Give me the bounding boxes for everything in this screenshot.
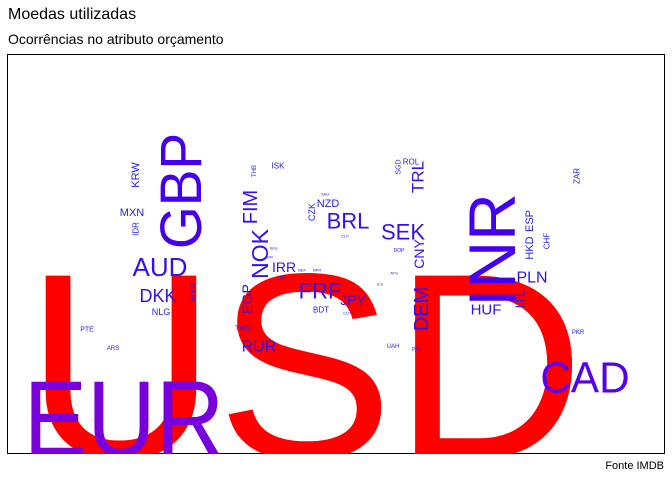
word-frf-6: FRF [299, 279, 342, 304]
word-veb-51: VEB [277, 275, 285, 280]
word-twd-38: TWD [235, 326, 251, 333]
word-egp-20: EGP [239, 284, 255, 314]
word-pln-15: PLN [516, 270, 547, 287]
word-krw-21: KRW [130, 162, 142, 188]
word-nlg-28: NLG [152, 307, 171, 317]
word-esp-26: ESP [524, 210, 536, 232]
word-pte-39: PTE [80, 327, 94, 334]
word-mxn-22: MXN [120, 207, 145, 219]
chart-caption: Fonte IMDB [605, 460, 664, 472]
word-nok-9: NOK [247, 228, 273, 279]
word-dkk-12: DKK [139, 286, 176, 306]
word-fim-11: FIM [240, 190, 262, 224]
word-itl-24: ITL [513, 290, 528, 309]
word-hkd-25: HKD [524, 236, 536, 259]
word-dem-10: DEM [411, 287, 433, 331]
word-trl-17: TRL [409, 161, 428, 193]
word-npr-45: NPR [313, 268, 322, 273]
word-irr-19: IRR [272, 259, 296, 275]
word-dop-43: DOP [394, 248, 406, 254]
word-cny-18: CNY [411, 239, 427, 269]
word-rol-34: ROL [403, 158, 420, 167]
word-chf-32: CHF [543, 233, 552, 250]
word-myr-30: MYR [190, 283, 199, 301]
word-ars-40: ARS [107, 346, 119, 352]
word-aud-5: AUD [133, 252, 188, 282]
word-isk-36: ISK [272, 162, 286, 171]
word-pkr-42: PKR [572, 330, 585, 336]
word-czk-27: CZK [307, 203, 317, 221]
word-eur-1: EUR [24, 358, 225, 454]
word-php-44: PHP [412, 347, 423, 353]
word-cad-2: CAD [540, 354, 629, 403]
word-nzd-23: NZD [317, 198, 340, 210]
word-usd-0: USD [25, 219, 585, 454]
word-brl-7: BRL [327, 209, 370, 234]
word-lkr-50: LKR [265, 255, 273, 260]
word-gbp-4: GBP [149, 133, 214, 249]
word-xau-52: XAU [321, 192, 329, 197]
word-jpy-16: JPY [340, 292, 366, 308]
word-bef-48: BEF [298, 268, 306, 273]
word-sek-8: SEK [381, 220, 425, 245]
word-huf-14: HUF [471, 302, 502, 319]
word-uah-41: UAH [387, 344, 400, 350]
word-zar-35: ZAR [573, 168, 582, 184]
word-ats-53: ATS [390, 271, 398, 276]
word-idr-31: IDR [132, 222, 141, 236]
panel-frame [7, 54, 665, 454]
word-bgl-47: BGL [270, 246, 279, 251]
word-rur-13: RUR [242, 339, 277, 356]
chart-title: Moedas utilizadas [8, 6, 137, 23]
word-bdt-29: BDT [313, 306, 329, 315]
word-sgd-33: SGD [396, 159, 403, 174]
word-clp-54: CLP [343, 311, 351, 316]
word-thb-37: THB [252, 165, 258, 177]
word-clp-49: CLP [341, 234, 349, 239]
chart-subtitle: Ocorrências no atributo orçamento [8, 31, 224, 47]
word-inr-3: INR [455, 193, 529, 307]
word-ils-46: ILS [377, 282, 383, 287]
